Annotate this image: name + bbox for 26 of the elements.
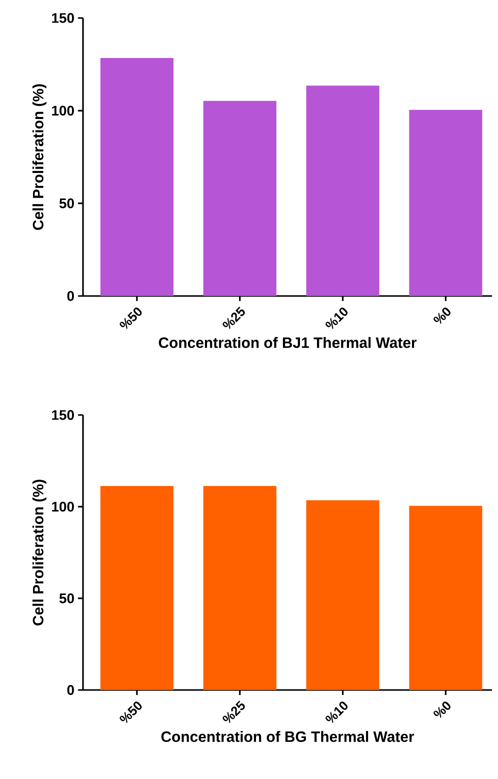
bar bbox=[100, 58, 174, 296]
y-tick-label: 0 bbox=[67, 291, 74, 301]
bar bbox=[100, 486, 174, 690]
bar bbox=[203, 486, 276, 690]
x-tick-label: %0 bbox=[434, 308, 450, 324]
y-tick-label: 150 bbox=[52, 13, 74, 23]
y-tick-label: 50 bbox=[59, 593, 74, 604]
bar bbox=[306, 500, 380, 690]
y-tick-label: 100 bbox=[52, 502, 74, 512]
y-axis-title: Cell Proliferation (%) bbox=[32, 84, 46, 230]
x-axis-title: Concentration of BG Thermal Water bbox=[161, 730, 414, 742]
x-tick-label: %10 bbox=[326, 702, 348, 724]
bar bbox=[306, 86, 380, 296]
x-tick-label: %50 bbox=[120, 308, 142, 330]
y-tick-label: 150 bbox=[52, 410, 74, 420]
bar bbox=[203, 100, 276, 296]
x-tick-label: %50 bbox=[120, 702, 142, 724]
y-tick-label: 0 bbox=[67, 685, 74, 695]
x-axis-title: Concentration of BJ1 Thermal Water bbox=[158, 336, 417, 348]
y-tick-label: 50 bbox=[59, 198, 74, 208]
x-tick-label: %10 bbox=[326, 308, 348, 330]
y-axis-title: Cell Proliferation (%) bbox=[32, 480, 46, 626]
y-tick-label: 100 bbox=[52, 106, 74, 116]
bar bbox=[409, 110, 482, 296]
bar bbox=[409, 506, 482, 690]
x-tick-label: %0 bbox=[434, 702, 450, 718]
